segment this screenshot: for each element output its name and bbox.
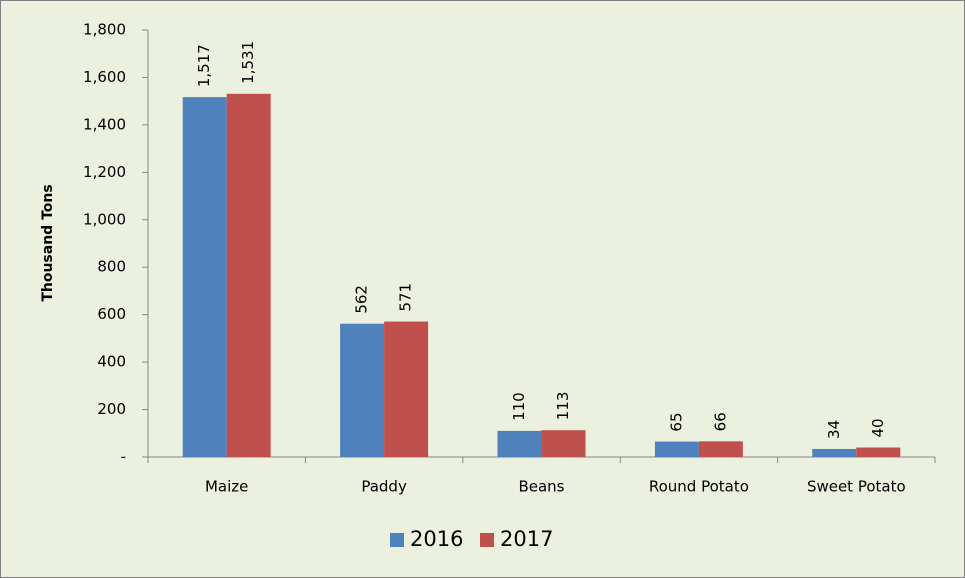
y-tick-label: 400 bbox=[97, 353, 126, 371]
value-label: 571 bbox=[397, 283, 415, 312]
y-tick-label: 1,400 bbox=[83, 115, 126, 133]
y-tick-label: 800 bbox=[97, 258, 126, 276]
y-tick-label: 1,600 bbox=[83, 68, 126, 86]
value-label: 40 bbox=[869, 418, 887, 437]
value-label: 1,531 bbox=[239, 41, 257, 84]
value-label: 562 bbox=[353, 285, 371, 314]
x-tick-label: Sweet Potato bbox=[807, 478, 906, 496]
y-tick-label: 1,800 bbox=[83, 21, 126, 39]
bar bbox=[856, 447, 901, 457]
bar bbox=[541, 430, 586, 457]
legend-label: 2016 bbox=[410, 527, 463, 551]
value-label: 1,517 bbox=[195, 44, 213, 87]
legend-label: 2017 bbox=[500, 527, 553, 551]
value-label: 110 bbox=[510, 392, 528, 421]
value-label: 113 bbox=[554, 392, 572, 421]
x-tick-label: Paddy bbox=[361, 478, 407, 496]
legend-swatch bbox=[390, 533, 404, 547]
y-tick-label: 200 bbox=[97, 400, 126, 418]
legend-swatch bbox=[480, 533, 494, 547]
x-tick-label: Beans bbox=[518, 478, 564, 496]
y-axis-label: Thousand Tons bbox=[40, 184, 56, 301]
y-tick-label: 1,200 bbox=[83, 163, 126, 181]
bar bbox=[384, 321, 429, 457]
bar bbox=[812, 448, 857, 457]
y-tick-label: - bbox=[121, 448, 126, 466]
bar bbox=[182, 97, 227, 458]
value-label: 34 bbox=[825, 420, 843, 439]
x-tick-label: Maize bbox=[205, 478, 248, 496]
y-tick-label: 600 bbox=[97, 305, 126, 323]
value-label: 65 bbox=[667, 412, 685, 431]
value-label: 66 bbox=[711, 412, 729, 431]
x-tick-label: Round Potato bbox=[649, 478, 749, 496]
bar bbox=[226, 93, 271, 457]
bar bbox=[654, 441, 699, 457]
bar bbox=[497, 430, 542, 457]
y-tick-label: 1,000 bbox=[83, 210, 126, 228]
bar bbox=[698, 441, 743, 457]
bar bbox=[340, 323, 385, 457]
